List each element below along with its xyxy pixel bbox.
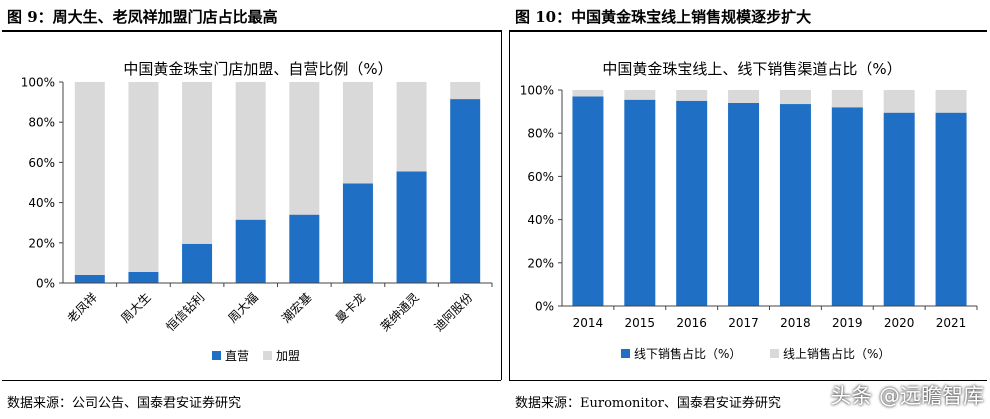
left-bar-primary-segment [74, 274, 105, 283]
left-x-category-label: 迪阿股份 [431, 290, 475, 334]
left-bar-secondary-segment [182, 82, 213, 244]
right-bar-secondary-segment [624, 90, 656, 100]
right-top-rule [509, 30, 987, 32]
right-legend-label: 线下销售占比（%） [634, 346, 741, 361]
left-x-category-label: 周大生 [118, 290, 153, 325]
right-x-category-label: 2015 [625, 316, 656, 330]
left-bar-secondary-segment [450, 82, 481, 100]
right-bar-primary-segment [624, 99, 656, 306]
left-legend-swatch [212, 351, 221, 360]
left-bar-primary-segment [235, 219, 266, 283]
left-chart-title: 中国黄金珠宝门店加盟、自营比例（%） [123, 60, 392, 78]
right-bar-primary-segment [935, 112, 967, 307]
right-bar-primary-segment [572, 96, 604, 306]
left-bottom-rule [2, 380, 501, 381]
left-bar-secondary-segment [128, 82, 159, 272]
left-x-category-label: 曼卡龙 [333, 290, 368, 325]
left-y-tick-label: 80% [28, 116, 55, 130]
left-y-tick-label: 100% [21, 76, 55, 90]
left-legend-swatch [263, 351, 272, 360]
left-x-category-label: 恒信钻利 [163, 290, 208, 335]
left-y-tick-label: 0% [36, 277, 55, 291]
right-x-category-label: 2016 [676, 316, 707, 330]
left-x-category-label: 潮宏基 [278, 290, 314, 326]
right-y-tick-label: 0% [535, 300, 554, 314]
right-bar-primary-segment [883, 112, 915, 307]
left-source-note: 数据来源：公司公告、国泰君安证券研究 [7, 396, 242, 411]
left-bar-primary-segment [128, 271, 159, 283]
right-source-note: 数据来源：Euromonitor、国泰君安证券研究 [515, 396, 781, 411]
right-x-category-label: 2019 [832, 316, 863, 330]
right-bar-secondary-segment [728, 90, 760, 103]
left-y-tick-label: 40% [28, 196, 55, 210]
right-legend-label: 线上销售占比（%） [783, 346, 890, 361]
right-chart-border [509, 30, 510, 380]
right-x-category-label: 2017 [728, 316, 759, 330]
left-bar-primary-segment [396, 171, 427, 283]
left-legend-label: 加盟 [276, 349, 300, 363]
right-bar-secondary-segment [935, 90, 967, 113]
left-y-tick-label: 60% [28, 156, 55, 170]
left-bar-primary-segment [182, 243, 213, 283]
left-chart-border [501, 30, 502, 380]
left-figure-title: 图 9：周大生、老凤祥加盟门店占比最高 [7, 8, 278, 26]
watermark: 头条 @远瞻智库 [830, 384, 984, 408]
right-y-tick-label: 100% [520, 84, 554, 98]
right-bar-primary-segment [676, 100, 708, 306]
right-bar-primary-segment [831, 107, 863, 306]
right-x-category-label: 2021 [936, 316, 967, 330]
right-legend-swatch [621, 349, 630, 358]
right-bottom-rule [509, 380, 987, 381]
right-x-category-label: 2014 [573, 316, 604, 330]
right-x-category-label: 2020 [884, 316, 915, 330]
left-x-category-label: 莱绅通灵 [378, 290, 422, 334]
left-bar-primary-segment [342, 183, 373, 283]
left-bar-primary-segment [450, 99, 481, 284]
right-y-tick-label: 80% [527, 127, 554, 141]
left-bar-secondary-segment [289, 82, 320, 215]
left-legend-label: 直营 [225, 349, 249, 363]
right-y-tick-label: 60% [527, 170, 554, 184]
left-y-tick-label: 20% [28, 236, 55, 250]
right-bar-secondary-segment [676, 90, 708, 101]
left-bar-secondary-segment [396, 82, 427, 172]
left-bar-secondary-segment [74, 82, 105, 275]
right-bar-primary-segment [779, 104, 811, 306]
right-figure-title: 图 10：中国黄金珠宝线上销售规模逐步扩大 [515, 8, 812, 26]
right-legend-swatch [770, 349, 779, 358]
right-bar-secondary-segment [831, 90, 863, 108]
right-x-category-label: 2018 [780, 316, 811, 330]
right-bar-secondary-segment [572, 90, 604, 97]
left-bar-secondary-segment [235, 82, 266, 220]
right-y-tick-label: 20% [527, 256, 554, 270]
left-x-category-label: 周大福 [225, 290, 261, 326]
right-bar-primary-segment [728, 102, 760, 307]
right-chart-title: 中国黄金珠宝线上、线下销售渠道占比（%） [602, 60, 901, 78]
left-bar-primary-segment [289, 214, 320, 283]
right-bar-secondary-segment [883, 90, 915, 113]
left-bar-secondary-segment [342, 82, 373, 184]
left-x-category-label: 老凤祥 [65, 290, 100, 325]
right-bar-secondary-segment [779, 90, 811, 105]
left-top-rule [2, 30, 501, 32]
right-y-tick-label: 40% [527, 213, 554, 227]
